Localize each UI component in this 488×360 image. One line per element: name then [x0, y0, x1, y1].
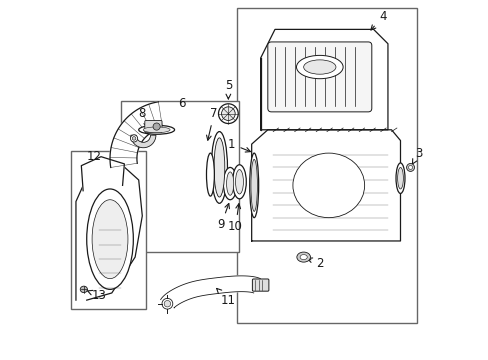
- Wedge shape: [131, 135, 156, 148]
- Ellipse shape: [143, 127, 170, 133]
- Ellipse shape: [303, 60, 335, 74]
- Ellipse shape: [132, 136, 136, 140]
- Ellipse shape: [211, 132, 227, 203]
- Ellipse shape: [397, 167, 403, 189]
- Ellipse shape: [80, 286, 87, 293]
- Ellipse shape: [249, 153, 258, 218]
- Bar: [70, 151, 145, 309]
- Ellipse shape: [406, 163, 414, 171]
- Ellipse shape: [130, 135, 137, 142]
- Text: 4: 4: [370, 10, 386, 30]
- Ellipse shape: [153, 123, 160, 130]
- Text: 13: 13: [86, 289, 106, 302]
- Ellipse shape: [86, 189, 133, 289]
- Ellipse shape: [92, 200, 128, 279]
- Ellipse shape: [221, 107, 235, 121]
- Ellipse shape: [218, 104, 238, 123]
- Polygon shape: [260, 30, 387, 130]
- Ellipse shape: [292, 153, 364, 218]
- Ellipse shape: [139, 125, 174, 134]
- Text: 12: 12: [86, 150, 101, 163]
- Ellipse shape: [408, 166, 412, 170]
- Ellipse shape: [164, 301, 170, 307]
- Text: 3: 3: [411, 147, 421, 165]
- Ellipse shape: [206, 153, 214, 196]
- FancyBboxPatch shape: [252, 279, 268, 291]
- Ellipse shape: [232, 165, 246, 199]
- Text: 5: 5: [224, 79, 232, 99]
- Polygon shape: [81, 157, 124, 191]
- Text: 7: 7: [206, 107, 217, 140]
- Ellipse shape: [300, 255, 306, 260]
- Ellipse shape: [296, 252, 310, 262]
- Ellipse shape: [226, 172, 233, 195]
- Ellipse shape: [235, 170, 243, 194]
- Polygon shape: [161, 276, 260, 308]
- Text: 11: 11: [216, 288, 235, 307]
- Polygon shape: [251, 130, 400, 241]
- Ellipse shape: [296, 55, 343, 79]
- Ellipse shape: [223, 167, 237, 200]
- Ellipse shape: [395, 163, 404, 193]
- FancyBboxPatch shape: [267, 42, 371, 112]
- Text: 8: 8: [138, 107, 148, 127]
- Ellipse shape: [162, 298, 172, 309]
- Text: 6: 6: [178, 98, 185, 111]
- Text: 10: 10: [227, 204, 243, 233]
- Ellipse shape: [214, 138, 224, 197]
- Text: 1: 1: [227, 138, 250, 152]
- Text: 2: 2: [307, 257, 323, 270]
- Bar: [237, 8, 416, 323]
- Polygon shape: [110, 102, 163, 167]
- Ellipse shape: [250, 159, 257, 211]
- Bar: [121, 101, 239, 252]
- FancyBboxPatch shape: [144, 121, 162, 133]
- Polygon shape: [76, 164, 142, 300]
- Text: 9: 9: [217, 203, 229, 231]
